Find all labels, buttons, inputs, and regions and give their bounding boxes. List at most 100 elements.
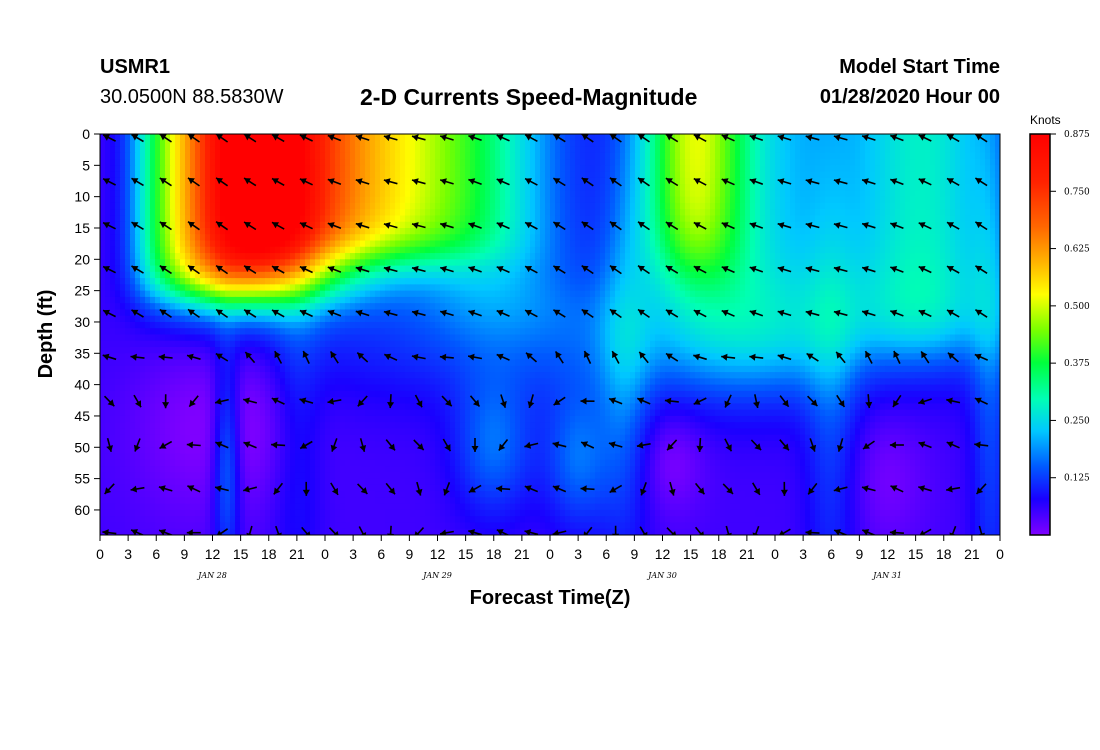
heatmap-cell — [630, 215, 636, 223]
heatmap-cell — [300, 140, 306, 148]
heatmap-cell — [355, 296, 361, 304]
heatmap-cell — [260, 271, 266, 279]
heatmap-cell — [755, 171, 761, 179]
heatmap-cell — [555, 284, 561, 292]
heatmap-cell — [905, 190, 911, 198]
heatmap-cell — [780, 202, 786, 210]
heatmap-cell — [340, 303, 346, 311]
heatmap-cell — [225, 246, 231, 254]
heatmap-cell — [410, 253, 416, 260]
heatmap-cell — [685, 234, 691, 242]
heatmap-cell — [300, 171, 306, 179]
heatmap-cell — [760, 278, 766, 285]
heatmap-cell — [715, 240, 721, 248]
heatmap-cell — [115, 253, 121, 260]
heatmap-cell — [685, 265, 691, 273]
heatmap-cell — [165, 290, 171, 298]
heatmap-cell — [340, 134, 346, 141]
heatmap-cell — [795, 253, 801, 260]
heatmap-cell — [770, 196, 776, 204]
heatmap-cell — [635, 215, 641, 223]
heatmap-cell — [855, 177, 861, 185]
heatmap-cell — [445, 234, 451, 242]
heatmap-cell — [845, 152, 851, 160]
heatmap-cell — [120, 227, 126, 235]
heatmap-cell — [605, 221, 611, 229]
heatmap-cell — [315, 234, 321, 242]
heatmap-cell — [325, 140, 331, 148]
heatmap-cell — [665, 215, 671, 223]
heatmap-cell — [930, 296, 936, 304]
heatmap-cell — [670, 202, 676, 210]
heatmap-cell — [390, 171, 396, 179]
heatmap-cell — [610, 140, 616, 148]
heatmap-cell — [660, 240, 666, 248]
heatmap-cell — [225, 146, 231, 154]
heatmap-cell — [375, 171, 381, 179]
heatmap-cell — [180, 303, 186, 311]
heatmap-cell — [250, 284, 256, 292]
heatmap-cell — [380, 278, 386, 285]
heatmap-cell — [530, 215, 536, 223]
heatmap-cell — [230, 196, 236, 204]
heatmap-cell — [340, 209, 346, 217]
heatmap-cell — [525, 215, 531, 223]
heatmap-cell — [920, 227, 926, 235]
heatmap-cell — [475, 134, 481, 141]
heatmap-cell — [375, 234, 381, 242]
heatmap-cell — [610, 284, 616, 292]
heatmap-cell — [115, 284, 121, 292]
heatmap-cell — [580, 202, 586, 210]
heatmap-cell — [125, 184, 131, 191]
heatmap-cell — [205, 177, 211, 185]
heatmap-cell — [620, 259, 626, 267]
heatmap-cell — [445, 303, 451, 311]
heatmap-cell — [950, 253, 956, 260]
heatmap-cell — [135, 215, 141, 223]
heatmap-cell — [660, 296, 666, 304]
heatmap-cell — [345, 296, 351, 304]
heatmap-cell — [630, 246, 636, 254]
heatmap-cell — [995, 278, 1000, 285]
heatmap-cell — [705, 240, 711, 248]
heatmap-cell — [900, 215, 906, 223]
heatmap-cell — [780, 278, 786, 285]
heatmap-cell — [120, 271, 126, 279]
heatmap-cell — [265, 240, 271, 248]
heatmap-cell — [490, 165, 496, 173]
heatmap-cell — [495, 265, 501, 273]
heatmap-cell — [455, 253, 461, 260]
heatmap-cell — [580, 290, 586, 298]
heatmap-cell — [160, 234, 166, 242]
heatmap-cell — [505, 240, 511, 248]
heatmap-cell — [285, 196, 291, 204]
heatmap-cell — [810, 246, 816, 254]
heatmap-cell — [655, 215, 661, 223]
heatmap-cell — [115, 265, 121, 273]
heatmap-cell — [815, 296, 821, 304]
heatmap-cell — [885, 271, 891, 279]
heatmap-cell — [440, 246, 446, 254]
heatmap-cell — [655, 278, 661, 285]
heatmap-cell — [225, 171, 231, 179]
heatmap-cell — [310, 184, 316, 191]
heatmap-cell — [465, 290, 471, 298]
heatmap-cell — [300, 259, 306, 267]
heatmap-cell — [440, 165, 446, 173]
heatmap-cell — [590, 184, 596, 191]
heatmap-cell — [960, 284, 966, 292]
heatmap-cell — [285, 159, 291, 166]
heatmap-cell — [420, 221, 426, 229]
heatmap-cell — [285, 190, 291, 198]
heatmap-cell — [345, 227, 351, 235]
heatmap-cell — [215, 209, 221, 217]
heatmap-cell — [950, 271, 956, 279]
heatmap-cell — [720, 146, 726, 154]
heatmap-cell — [290, 165, 296, 173]
heatmap-cell — [315, 221, 321, 229]
heatmap-cell — [605, 146, 611, 154]
heatmap-cell — [710, 134, 716, 141]
heatmap-cell — [935, 265, 941, 273]
heatmap-cell — [140, 134, 146, 141]
heatmap-cell — [720, 171, 726, 179]
